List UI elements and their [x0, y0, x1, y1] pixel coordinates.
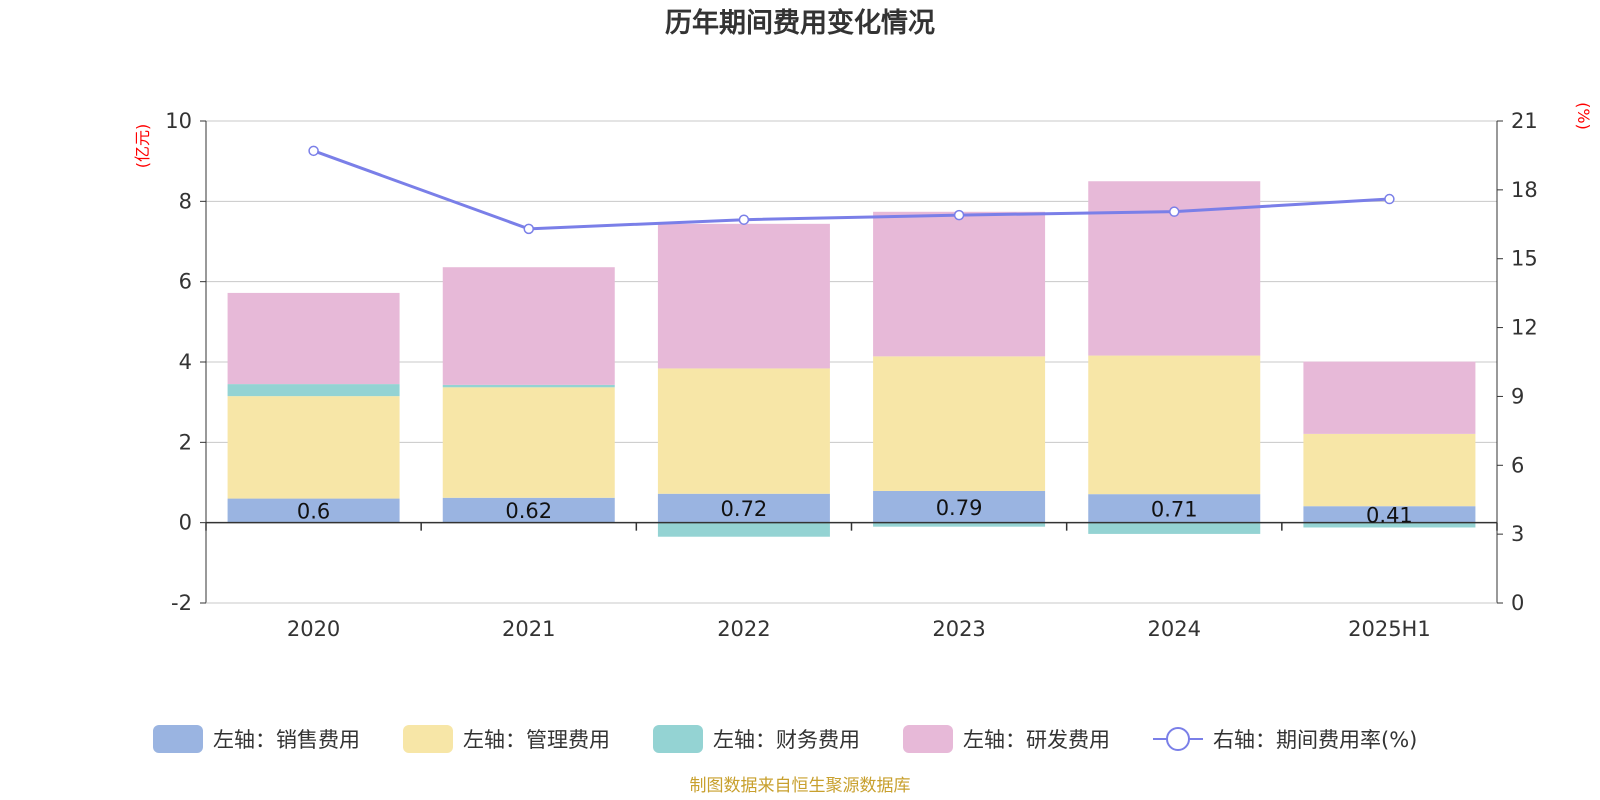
bar-finance-2020 — [227, 384, 400, 397]
x-tick-label: 2024 — [1148, 617, 1201, 641]
legend-swatch — [653, 725, 703, 753]
data-labels: 0.6 0.62 0.72 0.79 0.71 0.41 — [297, 496, 1413, 528]
legend-swatch — [153, 725, 203, 753]
bar-admin-2024 — [1088, 355, 1261, 495]
x-tick-label: 2022 — [717, 617, 770, 641]
bar-admin-2022 — [657, 368, 830, 494]
legend-label: 左轴：财务费用 — [713, 728, 860, 752]
legend-item-admin[interactable]: 左轴：管理费用 — [403, 725, 610, 753]
data-label-sales-2025H1: 0.41 — [1366, 503, 1413, 527]
left-tick-label: 0 — [179, 511, 192, 535]
bar-finance-2025H1 — [1303, 522, 1476, 528]
source-note: 制图数据来自恒生聚源数据库 — [690, 776, 911, 796]
bar-sales-2025H1 — [1303, 506, 1476, 523]
x-tick-label: 2023 — [932, 617, 985, 641]
legend: 左轴：销售费用 左轴：管理费用 左轴：财务费用 左轴：研发费用 右轴：期间费用率(%) — [153, 725, 1417, 753]
legend-label: 左轴：研发费用 — [963, 728, 1110, 752]
bar-admin-2020 — [227, 396, 400, 499]
legend-circle-marker — [1166, 727, 1190, 751]
bar-sales-2022 — [657, 493, 830, 523]
data-label-sales-2024: 0.71 — [1151, 497, 1198, 521]
bar-series — [227, 181, 1476, 537]
left-tick-label: 2 — [179, 430, 192, 454]
legend-item-finance[interactable]: 左轴：财务费用 — [653, 725, 860, 753]
bar-sales-2020 — [227, 498, 400, 523]
chart-title: 历年期间费用变化情况 — [665, 7, 935, 39]
right-tick-label: 3 — [1511, 522, 1524, 546]
right-tick-label: 15 — [1511, 247, 1538, 271]
x-tick-label: 2020 — [287, 617, 340, 641]
legend-swatch — [903, 725, 953, 753]
legend-item-rate[interactable]: 右轴：期间费用率(%) — [1153, 727, 1417, 752]
left-tick-label: 4 — [179, 350, 192, 374]
bar-rnd-2025H1 — [1303, 361, 1476, 434]
axes: -2 0 2 4 6 8 10 0 3 6 9 12 15 18 21 2020 2021 2022 2023 202… — [165, 109, 1537, 641]
data-label-sales-2020: 0.6 — [297, 500, 330, 524]
bar-finance-2021 — [442, 384, 615, 388]
right-tick-label: 6 — [1511, 453, 1524, 477]
bar-admin-2023 — [873, 356, 1046, 491]
x-tick-label: 2021 — [502, 617, 555, 641]
right-tick-label: 21 — [1511, 109, 1538, 133]
right-axis-unit: (%) — [1574, 102, 1593, 130]
legend-item-rnd[interactable]: 左轴：研发费用 — [903, 725, 1110, 753]
bar-sales-2024 — [1088, 494, 1261, 523]
rate-point-2022 — [738, 214, 750, 225]
rate-point-2021 — [523, 223, 534, 235]
left-tick-label: 8 — [179, 189, 192, 213]
bar-rnd-2020 — [227, 292, 400, 385]
rate-line — [313, 149, 1390, 231]
bar-finance-2024 — [1088, 522, 1261, 534]
legend-item-sales[interactable]: 左轴：销售费用 — [153, 725, 360, 753]
bar-admin-2021 — [442, 387, 615, 498]
left-tick-label: 10 — [165, 109, 192, 133]
legend-label: 右轴：期间费用率(%) — [1213, 728, 1417, 752]
right-tick-label: 18 — [1511, 178, 1538, 202]
left-tick-label: -2 — [171, 591, 192, 615]
bar-finance-2023 — [873, 522, 1046, 527]
rate-point-2024 — [1169, 206, 1180, 217]
data-label-sales-2023: 0.79 — [936, 496, 983, 520]
rate-point-2023 — [953, 209, 965, 221]
bar-finance-2022 — [657, 522, 830, 537]
right-tick-label: 12 — [1511, 316, 1538, 340]
legend-swatch — [403, 725, 453, 753]
bar-sales-2023 — [873, 490, 1046, 523]
data-label-sales-2021: 0.62 — [505, 499, 552, 523]
rate-point-2025H1 — [1384, 193, 1395, 205]
bar-rnd-2022 — [657, 223, 830, 369]
right-tick-label: 0 — [1511, 591, 1524, 615]
x-tick-label: 2025H1 — [1348, 617, 1431, 641]
bar-rnd-2023 — [873, 211, 1046, 357]
rate-line-series — [308, 145, 1395, 235]
left-axis-unit: (亿元) — [133, 124, 152, 169]
legend-label: 左轴：销售费用 — [213, 728, 360, 752]
data-label-sales-2022: 0.72 — [721, 497, 768, 521]
right-tick-label: 9 — [1511, 384, 1524, 408]
bar-rnd-2021 — [442, 267, 615, 385]
gridlines — [206, 120, 1497, 604]
bar-sales-2021 — [442, 497, 615, 523]
bar-admin-2025H1 — [1303, 433, 1476, 507]
rate-point-2020 — [308, 145, 319, 157]
left-tick-label: 6 — [179, 270, 192, 294]
legend-label: 左轴：管理费用 — [463, 728, 610, 752]
